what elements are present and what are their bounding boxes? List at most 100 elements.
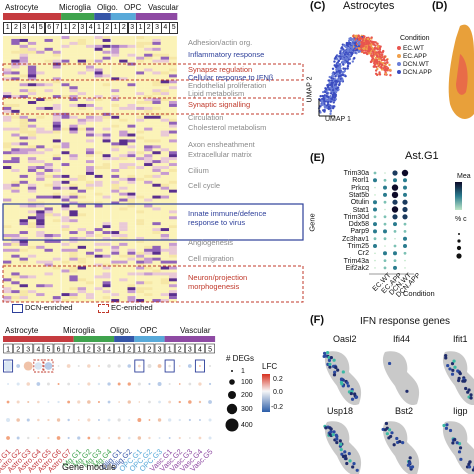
heatmap-cell — [19, 219, 29, 223]
dot-mark — [168, 364, 171, 368]
dot-module-box — [43, 343, 54, 354]
heatmap-cell — [3, 195, 12, 199]
heatmap-cell — [102, 166, 112, 170]
heatmap-cell — [169, 174, 178, 179]
umap-point — [338, 82, 341, 86]
gene-dot — [383, 229, 387, 234]
heatmap-cell — [27, 269, 37, 273]
gene-dot — [392, 199, 398, 205]
heatmap-cell — [94, 180, 103, 184]
heatmap-cell — [144, 198, 153, 202]
umap-point — [334, 93, 338, 97]
ifn-umap-point — [448, 367, 452, 371]
heatmap-cell — [152, 36, 161, 40]
heatmap-cell — [160, 263, 170, 267]
umap-ylabel: UMAP 2 — [306, 76, 314, 103]
heatmap-cell — [27, 157, 37, 161]
heatmap-cell — [110, 127, 120, 131]
heatmap-cell — [152, 290, 161, 294]
heatmap-cell — [52, 207, 62, 211]
heatmap-cell — [69, 95, 78, 99]
heatmap-cell — [52, 95, 62, 99]
heatmap-cell — [69, 290, 78, 294]
heatmap-cell — [102, 77, 112, 81]
heatmap-cell — [27, 210, 37, 214]
heatmap-cell — [3, 77, 12, 81]
heatmap-cell — [11, 254, 20, 258]
ifn-umap-point — [333, 370, 337, 374]
heatmap-cell — [52, 136, 62, 140]
heatmap-cell — [3, 248, 12, 252]
heatmap-cell — [3, 47, 12, 51]
heatmap-cell — [36, 166, 45, 170]
heatmap-cell — [119, 207, 128, 211]
term-innate-immune: Innate immune/defence — [188, 209, 267, 218]
heatmap-cell — [3, 148, 12, 152]
heatmap-cell — [144, 269, 153, 273]
heatmap-cell — [160, 80, 170, 84]
umap-point — [352, 37, 355, 41]
umap-point — [383, 62, 387, 65]
heatmap-cell — [44, 142, 53, 146]
heatmap-cell — [3, 65, 12, 69]
ifn-umap — [323, 421, 362, 474]
heatmap-cell — [160, 174, 170, 179]
dot-mark — [16, 418, 20, 422]
dot-mark — [27, 436, 30, 440]
heatmap-cell — [110, 59, 120, 63]
heatmap-cell — [11, 260, 20, 264]
heatmap-cell — [19, 89, 29, 93]
heatmap-cell — [110, 65, 120, 69]
heatmap-cell — [102, 266, 112, 270]
umap-point — [380, 65, 383, 68]
heatmap-cell — [77, 74, 87, 78]
legend-label-ecwt: EC.WT — [403, 44, 424, 52]
heatmap-cell — [144, 95, 153, 99]
heatmap-cell — [61, 275, 70, 279]
heatmap-cell — [69, 189, 78, 193]
heatmap-cell — [102, 278, 112, 282]
heatmap-cell — [3, 98, 12, 102]
heatmap-cell — [52, 109, 62, 114]
heatmap-cell — [11, 139, 20, 143]
heatmap-cell — [36, 86, 45, 90]
umap-point — [335, 87, 338, 90]
heatmap-cell — [19, 174, 29, 179]
heatmap-cell — [119, 236, 128, 241]
heatmap-cell — [169, 157, 178, 161]
heatmap-cell — [119, 239, 128, 244]
heatmap-cell — [61, 136, 70, 140]
heatmap-cell — [119, 106, 128, 111]
heatmap-cell — [19, 225, 29, 229]
heatmap-cell — [127, 50, 136, 54]
heatmap-cell — [19, 222, 29, 226]
heatmap-cell — [152, 71, 161, 75]
dot-module-number: 6 — [57, 347, 61, 354]
gene-dot — [403, 222, 407, 226]
heatmap-cell — [144, 216, 153, 220]
heatmap-cell — [52, 103, 62, 108]
heatmap-cell — [27, 65, 37, 69]
heatmap-cell — [160, 169, 170, 173]
heatmap-cell — [152, 275, 161, 279]
heatmap-cell — [135, 248, 145, 252]
heatmap-cell — [102, 213, 112, 217]
heatmap-cell — [86, 95, 95, 99]
heatmap-cell — [36, 139, 45, 143]
heatmap-cell — [152, 115, 161, 119]
heatmap-cell — [152, 248, 161, 252]
heatmap-cell — [110, 219, 120, 223]
heatmap-cell — [119, 266, 128, 270]
heatmap-cell — [52, 86, 62, 90]
heatmap-cell — [27, 266, 37, 270]
dot-mark — [148, 382, 151, 386]
celltype-label-microglia: Microglia — [59, 3, 92, 12]
heatmap-cell — [36, 260, 45, 264]
heatmap-cell — [36, 272, 45, 276]
ifn-umap-point — [387, 361, 392, 366]
dot-mark — [87, 436, 91, 440]
term-cell-cycle: Cell cycle — [188, 181, 221, 190]
heatmap-cell — [127, 204, 136, 208]
heatmap-cell — [152, 65, 161, 69]
heatmap-cell — [102, 251, 112, 255]
